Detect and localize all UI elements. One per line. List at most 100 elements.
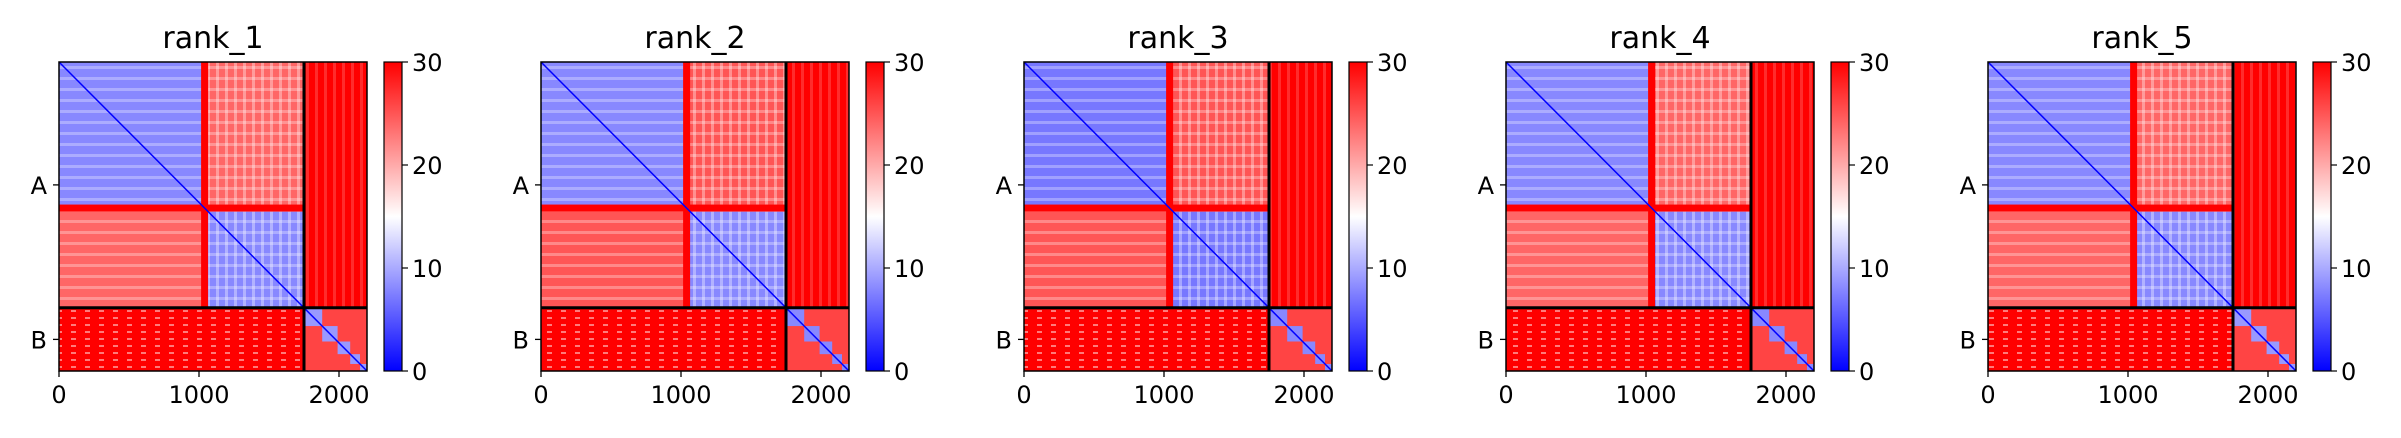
texture-a-b [304, 62, 367, 308]
colorbar-tick-label: 20 [412, 152, 443, 180]
panel-title: rank_1 [162, 21, 263, 56]
diagonal-line [1023, 61, 1333, 372]
colorbar-tick-label: 20 [1859, 152, 1890, 180]
x-tick-label: 0 [1498, 381, 1513, 409]
texture-a-b [1269, 62, 1332, 308]
axes-frame [1023, 61, 1333, 372]
y-tick-label: B [1960, 326, 1976, 354]
colorbar-tick-label: 30 [894, 49, 925, 77]
x-tick-label: 0 [51, 381, 66, 409]
colorbar [384, 62, 402, 371]
colorbar-tick-label: 30 [412, 49, 443, 77]
axes-frame [540, 61, 850, 372]
colorbar-tick-label: 0 [2341, 358, 2356, 386]
texture-a-cols [2133, 62, 2233, 308]
panel-title: rank_2 [644, 21, 745, 56]
x-tick-label: 0 [533, 381, 548, 409]
y-tick-label: A [31, 172, 48, 200]
band-row-a [1988, 204, 2233, 212]
texture-b-a [1988, 307, 2233, 371]
band-col-a [1166, 62, 1174, 308]
x-tick-label: 2000 [308, 381, 369, 409]
band-row-a [59, 204, 304, 212]
texture-b-a [1506, 307, 1751, 371]
band-col-a [1648, 62, 1656, 308]
panel-title: rank_4 [1609, 21, 1710, 56]
x-tick-label: 1000 [2097, 381, 2158, 409]
colorbar-tick-label: 20 [894, 152, 925, 180]
diagonal-line [1505, 61, 1815, 372]
texture-a-cols [1169, 62, 1269, 308]
colorbar-tick-label: 10 [894, 255, 925, 283]
y-tick-label: B [31, 326, 47, 354]
colorbar-tick-label: 30 [1859, 49, 1890, 77]
diagonal-line [540, 61, 850, 372]
colorbar-tick-label: 0 [894, 358, 909, 386]
texture-a-b [2233, 62, 2296, 308]
y-tick-label: A [1960, 172, 1977, 200]
y-tick-label: B [513, 326, 529, 354]
x-tick-label: 1000 [1615, 381, 1676, 409]
colorbar-frame [2312, 61, 2332, 372]
colorbar-tick-label: 30 [1377, 49, 1408, 77]
colorbar-tick-label: 20 [2341, 152, 2372, 180]
x-tick-label: 2000 [790, 381, 851, 409]
x-tick-label: 2000 [1755, 381, 1816, 409]
x-tick-label: 1000 [650, 381, 711, 409]
band-col-a [2130, 62, 2138, 308]
colorbar [2313, 62, 2331, 371]
y-tick-label: B [1478, 326, 1494, 354]
colorbar-frame [1830, 61, 1850, 372]
colorbar-tick-label: 30 [2341, 49, 2372, 77]
colorbar-tick-label: 10 [1377, 255, 1408, 283]
diagonal-line [58, 61, 368, 372]
axes-frame [58, 61, 368, 372]
x-tick-label: 1000 [1133, 381, 1194, 409]
colorbar [866, 62, 884, 371]
y-tick-label: A [1478, 172, 1495, 200]
x-tick-label: 0 [1016, 381, 1031, 409]
x-tick-label: 2000 [2237, 381, 2298, 409]
diagonal-line [1987, 61, 2297, 372]
texture-a-b [786, 62, 849, 308]
texture-a-cols [204, 62, 304, 308]
colorbar [1831, 62, 1849, 371]
panel-title: rank_5 [2091, 21, 2192, 56]
texture-a-cols [1651, 62, 1751, 308]
colorbar-tick-label: 10 [1859, 255, 1890, 283]
axes-frame [1987, 61, 2297, 372]
colorbar-tick-label: 20 [1377, 152, 1408, 180]
texture-b-a [59, 307, 304, 371]
band-row-a [1506, 204, 1751, 212]
colorbar-tick-label: 0 [412, 358, 427, 386]
colorbar-tick-label: 10 [412, 255, 443, 283]
y-tick-label: A [513, 172, 530, 200]
colorbar [1349, 62, 1367, 371]
colorbar-frame [865, 61, 885, 372]
panel-title: rank_3 [1127, 21, 1228, 56]
band-col-a [683, 62, 691, 308]
x-tick-label: 0 [1980, 381, 1995, 409]
axes-frame [1505, 61, 1815, 372]
band-row-a [541, 204, 786, 212]
colorbar-tick-label: 10 [2341, 255, 2372, 283]
band-row-a [1024, 204, 1269, 212]
texture-b-a [1024, 307, 1269, 371]
texture-a-cols [686, 62, 786, 308]
colorbar-tick-label: 0 [1859, 358, 1874, 386]
texture-a-b [1751, 62, 1814, 308]
colorbar-tick-label: 0 [1377, 358, 1392, 386]
y-tick-label: A [996, 172, 1013, 200]
colorbar-frame [1348, 61, 1368, 372]
y-tick-label: B [996, 326, 1012, 354]
texture-b-a [541, 307, 786, 371]
x-tick-label: 2000 [1273, 381, 1334, 409]
x-tick-label: 1000 [168, 381, 229, 409]
band-col-a [201, 62, 209, 308]
